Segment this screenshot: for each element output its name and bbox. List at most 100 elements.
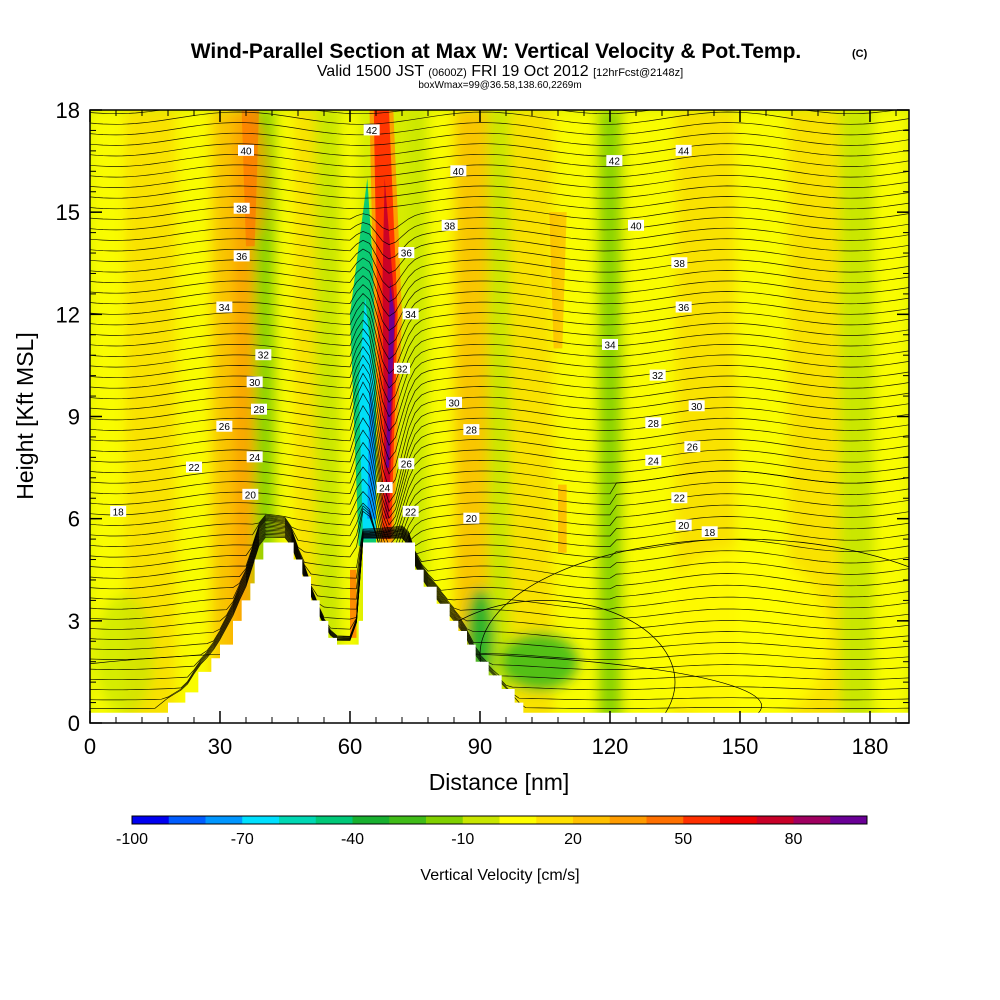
theta-contour: [90, 238, 909, 274]
theta-label-box: [628, 219, 644, 231]
theta-label: 32: [255, 349, 272, 362]
theta-label-text: 24: [379, 484, 391, 495]
theta-label-text: 34: [604, 340, 616, 351]
theta-label-text: 40: [240, 146, 252, 157]
theta-label-box: [701, 526, 718, 538]
theta-label-text: 36: [236, 252, 248, 263]
theta-label-box: [402, 505, 419, 517]
theta-contour: [90, 372, 909, 490]
theta-contour: [90, 337, 909, 432]
y-tick-label: 3: [68, 609, 80, 634]
theta-label-box: [645, 454, 662, 466]
theta-contour: [90, 310, 909, 389]
theta-label-box: [450, 165, 467, 177]
theta-label-box: [398, 458, 415, 470]
theta-contour: [90, 521, 909, 600]
theta-contour: [90, 248, 909, 289]
y-tick-label: 15: [56, 200, 80, 225]
theta-label-box: [606, 155, 623, 167]
theta-label: 42: [606, 155, 623, 168]
theta-label-text: 32: [258, 351, 270, 362]
theta-label-text: 42: [609, 157, 621, 168]
theta-contour: [90, 417, 909, 526]
theta-contour: [90, 392, 909, 513]
theta-contour: [90, 531, 909, 671]
theta-label-text: 20: [245, 490, 257, 501]
theta-label-text: 38: [674, 259, 686, 270]
theta-label: 32: [649, 369, 666, 382]
theta-label: 32: [394, 362, 410, 375]
theta-label: 22: [186, 461, 202, 474]
theta-label-box: [675, 144, 692, 156]
colorbar-label: Vertical Velocity [cm/s]: [420, 867, 579, 884]
colorbar-swatch: [609, 816, 647, 824]
theta-contour: [90, 520, 909, 590]
theta-label-box: [216, 301, 233, 313]
theta-label-box: [186, 461, 202, 473]
field-patch: [94, 594, 155, 715]
theta-label-text: 36: [401, 249, 413, 260]
theta-label-text: 42: [366, 126, 378, 137]
theta-label: 30: [446, 396, 462, 409]
theta-label-text: 30: [249, 378, 261, 389]
theta-label-text: 28: [648, 419, 660, 430]
theta-label: 24: [376, 482, 393, 495]
theta-contour: [90, 111, 909, 125]
theta-label-text: 38: [236, 204, 248, 215]
theta-label-text: 26: [219, 422, 231, 433]
colorbar-swatch: [389, 816, 427, 824]
theta-label-box: [463, 512, 480, 524]
theta-contour: [90, 217, 909, 245]
theta-label-box: [602, 338, 618, 350]
theta-label: 38: [233, 202, 250, 215]
theta-label: 20: [463, 512, 480, 525]
theta-label-text: 30: [448, 398, 460, 409]
y-tick-label: 18: [56, 98, 80, 123]
theta-label: 34: [402, 308, 419, 321]
theta-label-box: [671, 257, 688, 269]
theta-label: 30: [246, 376, 263, 389]
colorbar-tick-label: 50: [674, 831, 692, 848]
theta-contour: [90, 328, 909, 418]
theta-contour: [90, 441, 909, 540]
colorbar: -100 -70 -40 -10 20 50 80: [116, 815, 868, 848]
colorbar-tick-label: -70: [231, 831, 254, 848]
theta-label: 36: [233, 250, 250, 263]
copyright-mark: (C): [852, 48, 868, 60]
theta-contour: [90, 527, 909, 640]
theta-label: 28: [645, 417, 662, 430]
colorbar-swatch: [683, 816, 721, 824]
x-tick-label: 60: [338, 734, 362, 759]
theta-label: 24: [645, 454, 662, 467]
theta-labels: 18 20 22 24 26 28 30 32 34 36 38 40 42 36 34 32 30 28 26 24…: [110, 124, 718, 539]
theta-label: 20: [242, 488, 259, 501]
y-tick-label: 12: [56, 302, 80, 327]
theta-label-box: [363, 124, 380, 136]
theta-label-text: 22: [674, 494, 686, 505]
valid-time: Valid 1500 JST: [317, 63, 425, 80]
x-tick-label: 0: [84, 734, 96, 759]
theta-label-text: 26: [401, 460, 413, 471]
plot-area: 18 20 22 24 26 28 30 32 34 36 38 40 42 36 34 32 30 28 26 24…: [90, 110, 909, 723]
theta-label-text: 36: [678, 303, 690, 314]
x-axis-label: Distance [nm]: [429, 769, 570, 795]
theta-label-box: [463, 424, 480, 436]
theta-label-text: 38: [444, 221, 456, 232]
theta-label-box: [251, 403, 267, 415]
theta-label-box: [649, 369, 666, 381]
theta-contour: [90, 517, 909, 569]
theta-label-box: [675, 519, 692, 531]
theta-contours: [90, 110, 909, 723]
theta-label-box: [688, 400, 705, 412]
theta-label: 38: [441, 219, 458, 232]
theta-contour: [90, 354, 909, 461]
colorbar-swatch: [168, 816, 206, 824]
colorbar-frame: [131, 815, 868, 825]
theta-contour: [90, 478, 909, 560]
colorbar-swatch: [720, 816, 758, 824]
colorbar-swatch: [793, 816, 831, 824]
field-band: [510, 110, 554, 723]
chart-title: Wind-Parallel Section at Max W: Vertical…: [191, 40, 802, 63]
